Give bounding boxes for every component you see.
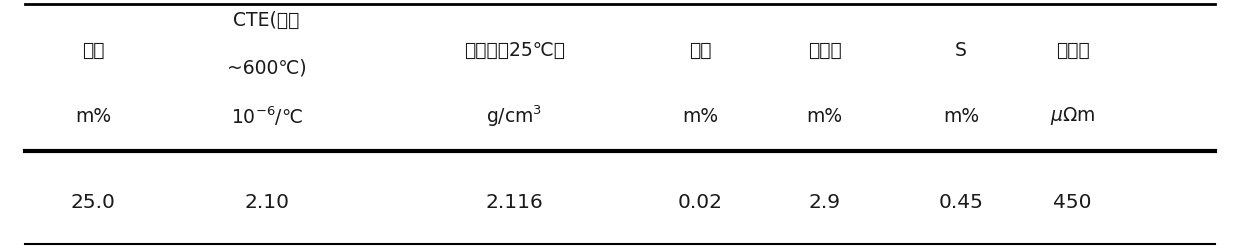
Text: g/cm$^{3}$: g/cm$^{3}$ (486, 103, 543, 129)
Text: 真密度（25℃）: 真密度（25℃） (464, 41, 565, 60)
Text: 收率: 收率 (82, 41, 104, 60)
Text: 25.0: 25.0 (71, 192, 115, 211)
Text: 450: 450 (1053, 192, 1092, 211)
Text: 2.9: 2.9 (808, 192, 841, 211)
Text: 2.10: 2.10 (244, 192, 289, 211)
Text: $\mu\Omega$m: $\mu\Omega$m (1050, 105, 1095, 127)
Text: 0.02: 0.02 (678, 192, 723, 211)
Text: m%: m% (74, 106, 112, 125)
Text: 灰分: 灰分 (689, 41, 712, 60)
Text: ~600℃): ~600℃) (227, 58, 306, 78)
Text: CTE(室温: CTE(室温 (233, 11, 300, 30)
Text: 0.45: 0.45 (939, 192, 983, 211)
Text: 2.116: 2.116 (486, 192, 543, 211)
Text: S: S (955, 41, 967, 60)
Text: 挥发份: 挥发份 (807, 41, 842, 60)
Text: m%: m% (806, 106, 843, 125)
Text: $10^{-6}$/℃: $10^{-6}$/℃ (231, 104, 303, 128)
Text: m%: m% (942, 106, 980, 125)
Text: 电阻率: 电阻率 (1055, 41, 1090, 60)
Text: m%: m% (682, 106, 719, 125)
